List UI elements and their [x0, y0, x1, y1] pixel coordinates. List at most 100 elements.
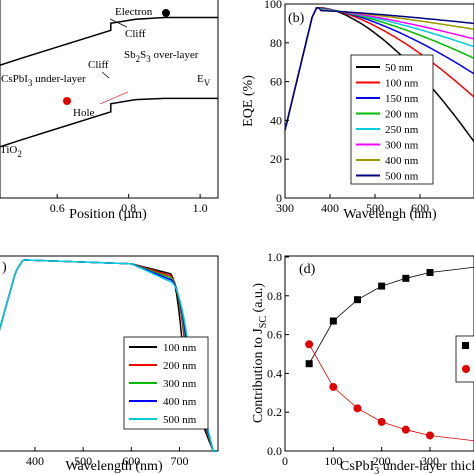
panel-d-square-point	[402, 274, 410, 282]
panel-d-markers	[305, 269, 434, 440]
panel-d-label: (d)	[299, 262, 316, 277]
hole-label: Hole	[73, 107, 95, 119]
panel-b-x-tick-label: 400	[321, 201, 339, 215]
panel-c-legend: 100 nm 200 nm 300 nm 400 nm 500 nm	[123, 336, 209, 430]
cliff-bottom-arrow	[101, 71, 110, 79]
panel-a-x-tick-label: 0.6	[50, 201, 65, 215]
panel-c-x-tick-label: 500	[74, 454, 92, 468]
panel-d-circle-point	[401, 425, 410, 434]
panel-d-series-1-line	[308, 266, 474, 364]
electron-label: Electron	[115, 6, 153, 18]
panel-c-legend-items: 100 nm 200 nm 300 nm 400 nm 500 nm	[129, 342, 197, 426]
panel-d-legend	[455, 335, 474, 383]
panel-d-y-tick-label: 1.0	[267, 250, 282, 264]
panel-b-legend-label: 500 nm	[385, 171, 419, 183]
panel-b-legend-label: 100 nm	[385, 78, 419, 90]
panel-b-y-tick-label: 60	[270, 75, 282, 89]
panel-b-label: (b)	[288, 11, 305, 26]
panel-d-y-tick-label: 0.6	[267, 328, 282, 342]
panel-b-series-lines	[284, 7, 474, 143]
panel-d-y-tick-label: 0.8	[267, 289, 282, 303]
panel-c-label: )	[2, 260, 7, 275]
panel-b-legend-label: 200 nm	[385, 109, 419, 121]
panel-b-x-ticks: 300 400 500 600	[276, 194, 429, 215]
panel-c-legend-label: 200 nm	[163, 360, 197, 372]
panel-d-square-point	[305, 360, 313, 368]
panel-d-square-point	[329, 317, 337, 325]
cliff-bottom-label: Cliff	[88, 59, 109, 71]
panel-d-x-tick-label: 40	[472, 454, 474, 468]
panel-b-series-line	[284, 7, 474, 131]
panel-d: 0 100 200 300 40 0.0 0.2 0.4 0.6 0.8 1.0 (d) CsPb…	[251, 250, 474, 474]
panel-a-x-axis-label: Position (µm)	[69, 207, 147, 222]
panel-b-x-tick-label: 600	[411, 201, 429, 215]
panel-a: 0.6 0.8 1.0 Position (µm) Electron Cliff S…	[0, 0, 219, 222]
panel-a-x-tick-label: 0.8	[121, 201, 136, 215]
electron-marker	[162, 9, 170, 17]
cliff-top-arrow	[109, 18, 128, 28]
panel-b-frame	[284, 3, 474, 199]
panel-b: 300 400 500 600 0 20 40 60 80 100 Wavelengh (nm)…	[241, 0, 474, 222]
panel-c-x-axis-label: Wavelength (nm)	[65, 459, 163, 474]
panel-d-frame	[284, 255, 474, 452]
panel-d-y-tick-label: 0.4	[267, 366, 282, 380]
panel-a-x-ticks: 0.6 0.8 1.0	[50, 194, 208, 215]
panel-b-x-axis-label: Wavelengh (nm)	[343, 207, 437, 222]
panel-b-y-axis-label: EQE (%)	[241, 75, 256, 127]
ev-label: EV	[197, 73, 211, 88]
panel-c-legend-label: 500 nm	[163, 414, 197, 426]
panel-d-legend-square-marker	[462, 342, 469, 349]
panel-d-circle-point	[329, 382, 338, 391]
hole-arrow	[99, 91, 129, 105]
panel-b-y-tick-label: 80	[270, 36, 282, 50]
panel-d-square-point	[378, 282, 386, 290]
panel-d-circle-point	[426, 431, 434, 440]
panel-c: 300400500600700 Wavelength (nm) ) 100 nm…	[0, 255, 219, 474]
panel-b-y-tick-label: 100	[264, 0, 282, 11]
panel-c-legend-label: 100 nm	[163, 342, 197, 354]
conduction-band-line	[0, 16, 218, 66]
valence-band-line	[0, 97, 218, 148]
hole-marker	[63, 97, 71, 105]
cliff-top-label: Cliff	[125, 28, 146, 40]
panel-c-legend-label: 300 nm	[163, 378, 197, 390]
panel-b-x-tick-label: 500	[366, 201, 384, 215]
panel-b-y-tick-label: 20	[270, 152, 282, 166]
panel-c-series-line	[0, 259, 217, 452]
sb2s3-overlayer-label: Sb2S3 over-layer	[124, 49, 199, 64]
panel-d-y-ticks: 0.0 0.2 0.4 0.6 0.8 1.0	[267, 250, 289, 458]
panel-d-square-point	[354, 296, 361, 304]
panel-c-frame	[0, 255, 219, 452]
panel-d-x-ticks: 0 100 200 300 40	[282, 447, 474, 468]
panel-b-legend-label: 150 nm	[385, 93, 419, 105]
panel-b-legend-label: 400 nm	[385, 155, 419, 167]
panel-b-legend-label: 250 nm	[385, 124, 419, 136]
panel-b-x-tick-label: 300	[276, 201, 294, 215]
panel-b-y-ticks: 0 20 40 60 80 100	[264, 0, 289, 205]
panel-d-x-tick-label: 300	[421, 454, 439, 468]
panel-c-x-tick-label: 600	[122, 454, 140, 468]
panel-d-circle-point	[353, 404, 362, 413]
panel-c-x-tick-label: 700	[170, 454, 188, 468]
panel-b-legend: 50 nm 100 nm 150 nm 200 nm 250 nm 300 nm 400 n…	[350, 54, 434, 185]
panel-b-y-tick-label: 40	[270, 113, 282, 127]
panel-d-y-tick-label: 0.2	[267, 405, 282, 419]
panel-d-square-point	[426, 269, 434, 277]
panel-d-y-tick-label: 0.0	[267, 444, 282, 458]
cspbi3-underlayer-label: CsPbI3 under-layer	[1, 73, 86, 88]
panel-b-legend-items: 50 nm 100 nm 150 nm 200 nm 250 nm 300 nm 400 n…	[356, 62, 419, 183]
panel-b-y-tick-label: 0	[276, 191, 282, 205]
panel-a-x-tick-label: 1.0	[193, 201, 208, 215]
panel-d-x-tick-label: 0	[282, 454, 288, 468]
panel-b-legend-label: 50 nm	[385, 62, 413, 74]
panel-d-x-tick-label: 100	[324, 454, 342, 468]
panel-d-x-tick-label: 200	[373, 454, 391, 468]
panel-b-legend-label: 300 nm	[385, 140, 419, 152]
panel-c-x-tick-label: 400	[26, 454, 44, 468]
panel-b-legend-box	[350, 54, 434, 185]
panel-c-series-lines	[0, 259, 217, 452]
panel-d-circle-point	[305, 340, 314, 349]
panel-c-x-ticks: 300400500600700	[26, 447, 188, 468]
panel-d-legend-circle-marker	[462, 365, 470, 373]
